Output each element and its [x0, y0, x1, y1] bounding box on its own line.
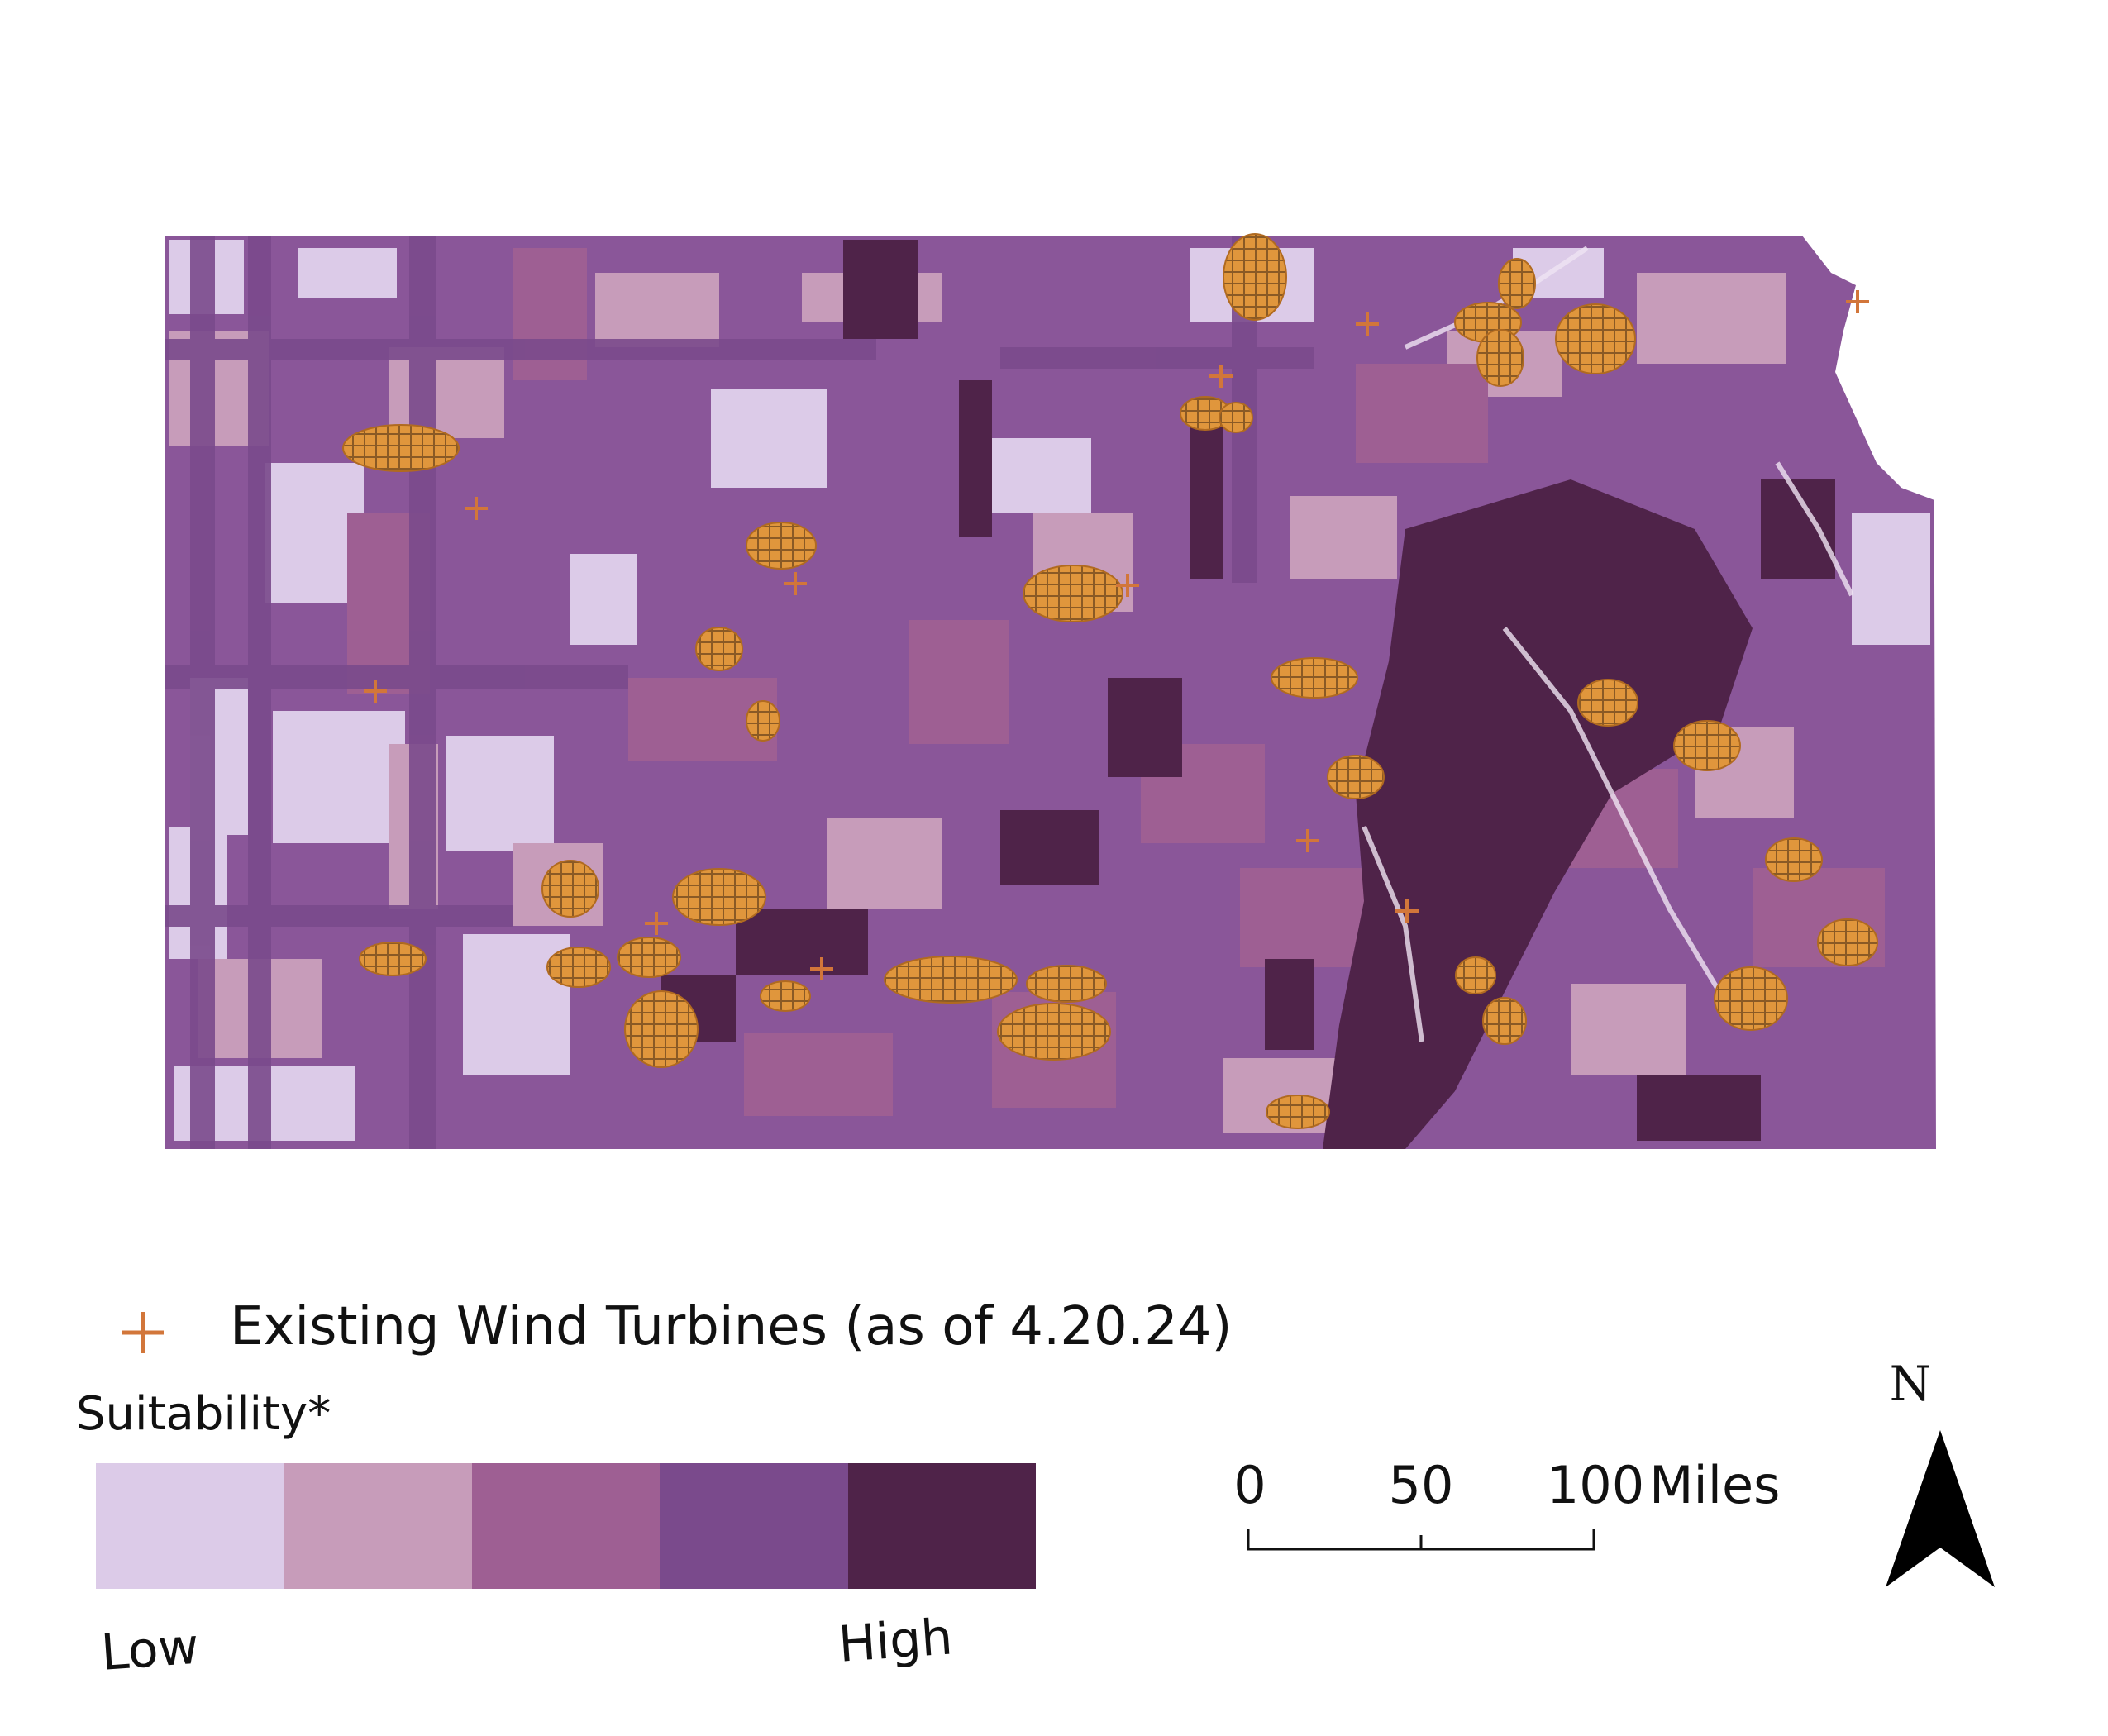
scale-tick-100: 100 — [1546, 1455, 1645, 1515]
suitability-class-1 — [96, 1463, 284, 1589]
north-letter: N — [1889, 1356, 1932, 1412]
suitability-raster — [165, 236, 1936, 1149]
turbine-cluster — [695, 627, 743, 671]
turbine-cluster — [1577, 679, 1638, 727]
turbine-cluster — [617, 937, 681, 978]
suitability-class-4 — [660, 1463, 848, 1589]
scale-bar — [1247, 1529, 1595, 1551]
turbine-marker — [1395, 899, 1419, 923]
turbine-markers — [364, 290, 1869, 980]
suitability-title: Suitability* — [76, 1387, 331, 1441]
suitability-class-5 — [847, 1463, 1037, 1589]
turbine-cluster — [1223, 233, 1287, 321]
turbine-cluster — [1026, 965, 1107, 1003]
turbine-cluster — [884, 956, 1018, 1004]
turbine-marker — [1209, 365, 1233, 388]
north-arrow-icon — [1886, 1430, 1995, 1587]
turbine-cluster — [997, 1003, 1111, 1061]
turbine-cluster — [624, 990, 699, 1068]
turbine-cluster — [1327, 755, 1385, 799]
turbine-cluster — [1482, 997, 1527, 1045]
turbine-marker — [810, 957, 833, 980]
turbine-cluster — [546, 947, 611, 988]
turbine-marker — [784, 572, 807, 595]
plus-marker-icon — [122, 1312, 164, 1353]
turbine-cluster — [1455, 956, 1496, 994]
turbine-cluster — [746, 700, 780, 742]
suitability-class-2 — [284, 1463, 472, 1589]
turbine-cluster — [1817, 918, 1878, 966]
turbine-cluster — [760, 980, 811, 1012]
high-label: High — [837, 1608, 955, 1674]
turbine-marker — [1846, 290, 1869, 313]
low-label: Low — [99, 1617, 201, 1682]
turbine-legend-label: Existing Wind Turbines (as of 4.20.24) — [230, 1296, 1233, 1357]
scale-tick-0: 0 — [1233, 1455, 1266, 1515]
turbine-marker — [645, 912, 668, 935]
turbine-cluster — [746, 522, 817, 570]
turbine-cluster — [1673, 720, 1741, 771]
turbine-cluster — [1555, 303, 1636, 374]
turbine-cluster — [1714, 966, 1788, 1031]
turbine-clusters — [342, 233, 1878, 1129]
scale-units: Miles — [1649, 1455, 1781, 1515]
turbine-cluster — [672, 868, 766, 926]
scale-tick-50: 50 — [1388, 1455, 1454, 1515]
turbine-cluster — [1219, 402, 1253, 433]
turbine-marker — [1296, 829, 1319, 852]
turbine-cluster — [541, 860, 599, 918]
turbine-cluster — [359, 942, 427, 976]
turbine-cluster — [1271, 657, 1358, 699]
turbine-cluster — [1498, 258, 1536, 309]
turbine-cluster — [1476, 329, 1524, 387]
suitability-color-ramp — [96, 1463, 1037, 1589]
suitability-class-3 — [471, 1463, 661, 1589]
turbine-marker — [465, 497, 488, 520]
turbine-marker — [1356, 312, 1379, 336]
turbine-cluster — [1023, 565, 1123, 622]
turbine-cluster — [1765, 837, 1823, 882]
turbine-cluster — [1266, 1095, 1330, 1129]
turbine-cluster — [342, 424, 460, 472]
turbine-marker — [364, 680, 387, 703]
turbine-marker — [1116, 574, 1139, 597]
